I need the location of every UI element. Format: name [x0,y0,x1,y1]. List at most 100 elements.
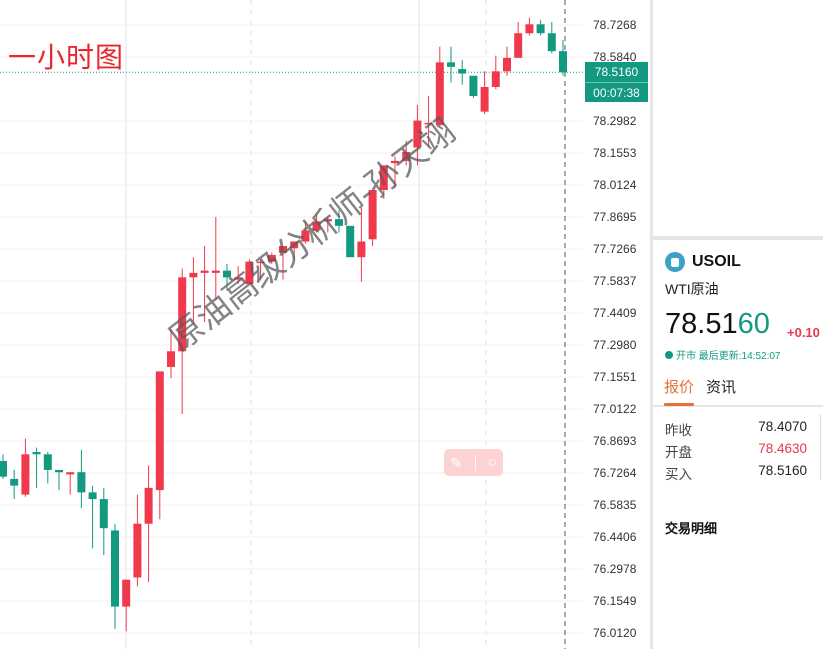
updated-time: 最后更新:14:52:07 [698,351,781,362]
scrollbar[interactable] [820,414,821,480]
candle-up [514,33,523,58]
price-tick-label: 76.1549 [593,593,637,608]
instrument-name: WTI原油 [665,281,719,297]
candle-up [167,351,175,367]
price-tick-label: 78.1553 [593,145,637,160]
chart-title: 一小时图 [8,41,125,74]
candle-up [211,270,220,273]
candle-up [21,454,30,495]
current-price: 78.5160 [594,65,639,79]
price-tick-label: 77.4409 [593,305,637,320]
candle-down [346,225,355,258]
tab-quote[interactable]: 报价 [664,376,695,406]
candle-up [279,246,287,253]
candle-up [256,261,265,264]
candle-down [55,469,63,473]
row-value: 78.4630 [758,441,807,456]
candle-up [66,472,75,475]
candle-down [223,270,231,278]
price-tick-label: 77.8695 [593,209,637,224]
price-tick-label: 78.2982 [593,113,637,128]
price-tick-label: 76.8693 [593,434,637,448]
candle-up [357,241,366,258]
candle-down [32,452,41,455]
price-tick-label: 77.5837 [593,274,637,288]
candle-up [503,57,511,72]
candle-down [559,51,567,73]
quote-panel: USOIL WTI原油 78.5160 +0.10 开市 最后更新:14:52:… [650,0,823,649]
price-tick-label: 76.4406 [593,530,637,544]
price-tick-label: 77.2980 [593,337,637,352]
row-value: 78.4070 [758,419,807,434]
candle-down [458,69,467,74]
candle-up [155,371,164,491]
floating-toolbar[interactable]: ✎ ○ [444,449,503,476]
magic-draw-icon[interactable]: ✎ [450,454,463,472]
candle-down [43,454,52,470]
candle-down [10,478,19,486]
panel-divider [653,236,823,240]
oil-drop-icon [665,252,685,272]
candle-up [391,160,399,164]
price-tick-label: 78.0124 [593,177,637,192]
price-tick-label: 76.5835 [593,498,637,512]
price-tick-label: 76.2978 [593,561,637,576]
symbol-header: USOIL [665,252,741,272]
price-chart[interactable]: 一小时图 原油高级分析师-孙天翊 78.7268 78.5840 78.2982 78… [0,0,650,649]
price-tick-label: 77.1551 [593,369,637,384]
divider [474,454,476,471]
candle-up [413,120,422,148]
candle-down [447,62,455,67]
row-label: 买入 [665,467,692,482]
candle-down [536,24,545,34]
candle-up [234,277,243,280]
bar-countdown: 00:07:38 [585,82,648,103]
candle-down [99,499,108,529]
price-change: +0.10 [787,325,820,340]
status-dot-icon [665,350,673,359]
candle-down [469,75,478,96]
candle-up [435,62,444,126]
candle-down [88,492,97,500]
price-tick-label: 78.5840 [593,49,637,64]
candle-up [312,221,321,231]
quote-row: 昨收 78.4070 [665,419,807,439]
candle-up [301,230,310,242]
candle-up [267,254,276,262]
candle-up [525,24,534,34]
candle-up [402,151,411,161]
candle-up [200,270,209,273]
candle-down [77,472,86,493]
candle-up [491,71,500,87]
search-icon[interactable]: ○ [487,454,497,471]
candle-up [144,487,153,524]
candle-down [547,33,556,52]
candle-down [111,530,119,607]
candle-up [424,122,433,125]
candle-up [122,579,131,607]
candle-down [0,461,7,477]
row-value: 78.5160 [758,463,807,478]
candle-up [323,219,332,222]
symbol-name: USOIL [692,253,741,270]
quote-row: 开盘 78.4630 [665,441,807,461]
candlestick-chart[interactable] [0,0,650,649]
candle-up [133,523,142,578]
candle-up [245,261,254,285]
row-label: 开盘 [665,445,692,460]
trade-details-heading: 交易明细 [665,521,718,536]
price-tick-label: 77.0122 [593,401,637,416]
candle-up [189,272,198,278]
tab-news[interactable]: 资讯 [706,379,737,396]
price-tick-label: 78.7268 [593,18,637,32]
candle-up [290,241,299,249]
candle-up [368,190,377,240]
quote-tabs: 报价 资讯 [653,376,823,407]
candle-down [335,219,343,226]
candle-up [379,165,388,191]
price-tick-label: 76.0120 [593,626,637,640]
price-tick-label: 76.7264 [593,466,637,480]
price-tail: 60 [737,308,770,340]
candle-up [178,277,187,352]
quote-row: 买入 78.5160 [665,463,807,483]
